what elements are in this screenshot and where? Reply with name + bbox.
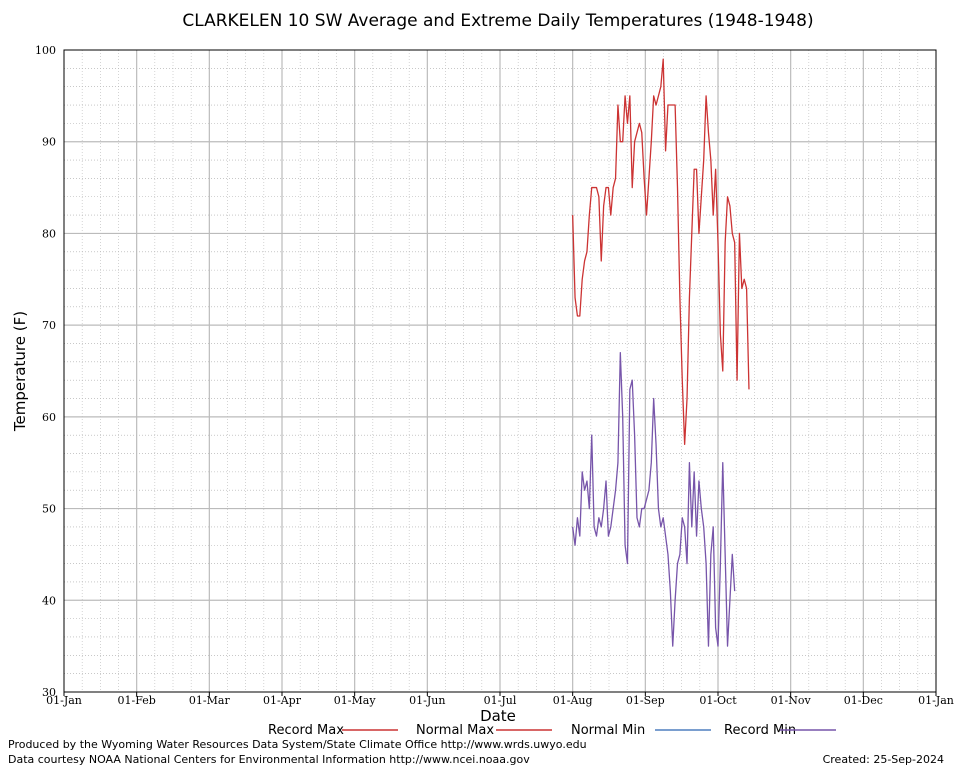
x-tick-label: 01-Jan [46, 694, 82, 707]
y-tick-label: 60 [42, 411, 56, 424]
record-min-line [572, 352, 736, 647]
y-tick-label: 30 [42, 686, 56, 699]
x-tick-label: 01-Dec [844, 694, 883, 707]
series-group [572, 58, 750, 647]
grid [64, 50, 936, 692]
x-tick-label: 01-Sep [626, 694, 665, 707]
y-tick-label: 100 [35, 44, 56, 57]
legend-label-record-min: Record Min [724, 723, 796, 738]
x-tick-label: 01-Aug [553, 694, 593, 707]
x-tick-label: 01-Apr [263, 694, 302, 707]
footer-created-date: Created: 25-Sep-2024 [822, 753, 944, 766]
x-axis-title: Date [480, 707, 516, 725]
legend-label-record-max: Record Max [268, 723, 344, 738]
x-tick-label: 01-Nov [771, 694, 812, 707]
x-tick-label: 01-Jan [918, 694, 954, 707]
y-tick-label: 50 [42, 503, 56, 516]
legend: Record Max Normal Max Normal Min Record Min [268, 723, 836, 738]
footer-produced-by: Produced by the Wyoming Water Resources … [8, 738, 587, 751]
x-tick-label: 01-Jun [409, 694, 445, 707]
x-tick-label: 01-May [334, 694, 377, 707]
y-tick-label: 40 [42, 594, 56, 607]
y-tick-label: 90 [42, 136, 56, 149]
legend-label-normal-min: Normal Min [571, 723, 645, 738]
axis-ticks: 30 40 50 60 70 80 90 100 01-Jan 01-Feb 01-Mar 01-Ap… [35, 44, 954, 707]
footer-data-courtesy: Data courtesy NOAA National Centers for … [8, 753, 530, 766]
x-tick-label: 01-Mar [189, 694, 231, 707]
y-axis-title: Temperature (F) [11, 311, 29, 432]
x-tick-label: 01-Jul [484, 694, 517, 707]
y-tick-label: 70 [42, 319, 56, 332]
chart-title: CLARKELEN 10 SW Average and Extreme Dail… [182, 11, 813, 31]
x-tick-label: 01-Feb [118, 694, 156, 707]
y-tick-label: 80 [42, 227, 56, 240]
record-max-line [572, 58, 750, 446]
x-tick-label: 01-Oct [699, 694, 737, 707]
legend-label-normal-max: Normal Max [416, 723, 494, 738]
